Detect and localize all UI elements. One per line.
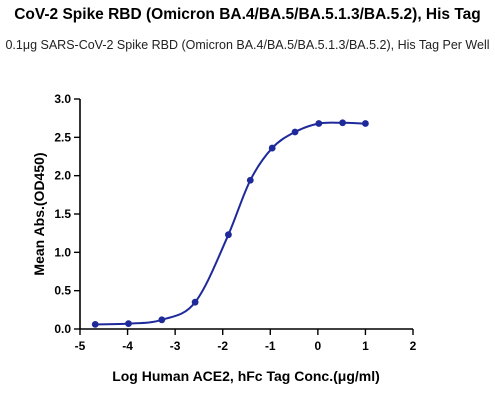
- x-tick-label: -5: [75, 339, 86, 353]
- y-axis: 0.0 0.5 1.0 1.5 2.0 2.5 3.0 Mean Abs.(OD450): [31, 92, 81, 336]
- data-point: [125, 320, 132, 328]
- data-point: [225, 231, 232, 239]
- x-axis: -5 -4 -3 -2 -1 0 1 2 Log Human ACE2, hFc Tag Co…: [75, 328, 417, 384]
- y-tick-label: 1.5: [54, 207, 71, 221]
- data-point: [191, 298, 199, 306]
- chart-subtitle: 0.1μg SARS-CoV-2 Spike RBD (Omicron BA.4…: [5, 38, 490, 52]
- x-tick-label: -1: [265, 339, 276, 353]
- x-tick-label: 0: [315, 339, 322, 353]
- x-tick-label: 2: [410, 339, 417, 353]
- x-tick-label: -4: [122, 339, 133, 353]
- data-point: [246, 176, 254, 184]
- y-tick-label: 2.5: [54, 130, 71, 144]
- data-point: [291, 128, 299, 136]
- x-axis-label: Log Human ACE2, hFc Tag Conc.(μg/ml): [112, 368, 380, 384]
- y-tick-label: 3.0: [54, 92, 71, 106]
- chart-title: CoV-2 Spike RBD (Omicron BA.4/BA.5/BA.5.…: [14, 6, 481, 23]
- x-tick-label: -3: [170, 339, 181, 353]
- y-tick-label: 2.0: [54, 169, 71, 183]
- data-point: [339, 119, 346, 127]
- y-axis-label: Mean Abs.(OD450): [31, 152, 47, 275]
- fit-curve: [95, 121, 366, 326]
- x-tick-label: 1: [362, 339, 369, 353]
- x-tick-label: -2: [217, 339, 228, 353]
- data-point: [362, 120, 369, 127]
- data-point: [315, 120, 323, 127]
- y-tick-label: 1.0: [54, 245, 71, 259]
- y-tick-label: 0.0: [54, 322, 71, 336]
- y-tick-label: 0.5: [54, 284, 71, 298]
- data-points: [91, 119, 369, 328]
- data-point: [91, 321, 99, 328]
- data-point: [158, 316, 166, 324]
- data-point: [268, 144, 276, 152]
